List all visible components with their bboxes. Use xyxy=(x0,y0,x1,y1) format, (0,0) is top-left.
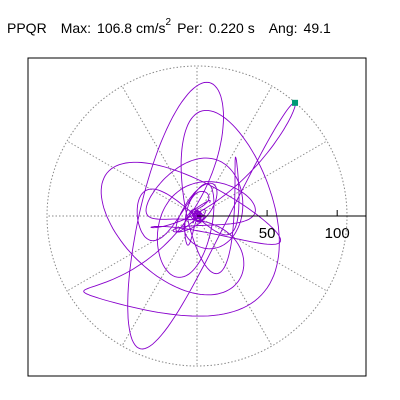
max-unit-exponent: 2 xyxy=(165,17,172,29)
peak-marker xyxy=(292,99,299,106)
axis-layer: 50 100 xyxy=(197,210,366,242)
grid-spoke-150 xyxy=(66,140,198,217)
radial-tick-label-50: 50 xyxy=(259,225,276,242)
orbit-trace xyxy=(83,81,296,350)
angle-value: 49.1 xyxy=(303,20,331,36)
marker-layer xyxy=(292,99,299,106)
grid-spoke-120 xyxy=(121,85,198,217)
radial-tick-label-100: 100 xyxy=(325,225,350,242)
angle-label: Ang: xyxy=(268,20,298,36)
max-value: 106.8 xyxy=(97,20,133,36)
grid-spoke-60 xyxy=(196,85,273,217)
grid-spoke-330 xyxy=(196,215,328,292)
plot-header: PPQR Max: 106.8 cm/s2 Per: 0.220 s Ang: 49.1 xyxy=(7,17,331,36)
period-value: 0.220 s xyxy=(208,20,255,36)
max-label: Max: xyxy=(60,20,92,36)
station-code: PPQR xyxy=(7,20,47,36)
max-unit: cm/s xyxy=(135,20,166,36)
grid-spoke-30 xyxy=(196,140,328,217)
grid-spoke-240 xyxy=(121,215,198,347)
orbit-trace-layer xyxy=(83,81,296,350)
plot-frame xyxy=(27,57,367,377)
period-label: Per: xyxy=(177,20,203,36)
